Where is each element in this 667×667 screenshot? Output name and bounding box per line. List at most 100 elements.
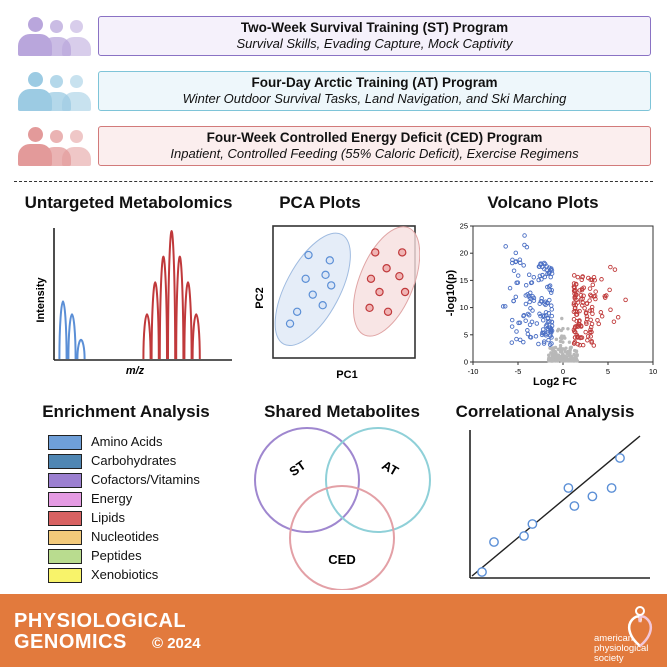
volcano-point-down — [549, 313, 555, 319]
volcano-point-down — [503, 244, 508, 249]
legend-label: Carbohydrates — [91, 453, 177, 468]
y-tick-label: 15 — [460, 276, 468, 285]
volcano-point-up — [607, 287, 612, 293]
volcano-point-ns — [560, 336, 564, 341]
spectrum-peak — [167, 229, 177, 360]
venn-circle — [289, 485, 395, 590]
society-line2: physiological — [594, 643, 649, 654]
metabolomics-chart: Intensity m/z — [35, 228, 232, 377]
volcano-point-down — [547, 342, 553, 347]
volcano-point-ns — [551, 355, 556, 359]
volcano-point-up — [592, 293, 598, 299]
program-box: Two-Week Survival Training (ST) Program S… — [98, 16, 651, 56]
pca-point — [301, 274, 310, 284]
x-tick-label: 10 — [649, 367, 657, 376]
volcano-point-up — [577, 288, 583, 293]
program-title: Two-Week Survival Training (ST) Program — [240, 20, 509, 35]
volcano-point-down — [543, 323, 549, 329]
volcano-point-down — [549, 303, 554, 308]
section-divider — [14, 181, 653, 182]
spectrum-peak — [175, 255, 185, 360]
volcano-point-up — [571, 273, 577, 278]
volcano-point-ns — [569, 356, 574, 360]
pca-chart: PC2 PC1 — [255, 225, 420, 381]
volcano-point-up — [612, 267, 618, 272]
volcano-point-down — [511, 298, 516, 304]
volcano-point-up — [575, 334, 580, 339]
volcano-point-up — [590, 311, 595, 317]
pca-point — [366, 274, 376, 284]
volcano-point-down — [546, 337, 551, 343]
spectrum-peak — [76, 338, 86, 360]
legend-swatch — [48, 530, 82, 545]
volcano-point-up — [588, 324, 594, 330]
y-tick-label: 10 — [460, 303, 468, 312]
volcano-point-up — [583, 329, 588, 335]
volcano-point-ns — [559, 328, 564, 333]
volcano-point-up — [585, 338, 590, 343]
pca-point — [383, 307, 393, 317]
enrichment-title: Enrichment Analysis — [42, 402, 210, 421]
volcano-point-up — [596, 321, 601, 327]
volcano-title: Volcano Plots — [487, 193, 599, 212]
people-icon — [14, 126, 96, 166]
volcano-point-up — [579, 287, 585, 293]
y-tick-label: 0 — [464, 358, 468, 367]
people-icon — [14, 71, 96, 111]
volcano-point-up — [578, 292, 584, 298]
volcano-point-up — [584, 321, 589, 327]
volcano-point-down — [517, 320, 523, 325]
volcano-point-ns — [561, 355, 565, 359]
copyright-year: © 2024 — [152, 635, 201, 652]
volcano-point-down — [502, 304, 508, 309]
volcano-point-down — [539, 296, 544, 301]
volcano-point-down — [538, 313, 543, 319]
journal-name-line2: GENOMICS — [14, 631, 127, 653]
volcano-point-up — [615, 315, 621, 320]
volcano-point-up — [578, 323, 584, 328]
volcano-point-down — [542, 274, 548, 280]
legend-label: Energy — [91, 491, 133, 506]
venn-circle — [254, 427, 360, 533]
volcano-point-down — [539, 277, 544, 282]
volcano-point-ns — [549, 359, 553, 363]
pca-point — [400, 287, 410, 297]
volcano-point-up — [576, 323, 582, 329]
volcano-point-down — [523, 283, 529, 288]
volcano-point-ns — [558, 346, 563, 350]
venn-circle — [325, 427, 431, 533]
correlation-point — [519, 531, 529, 541]
fit-line — [471, 435, 641, 577]
volcano-point-up — [589, 304, 595, 310]
volcano-point-down — [521, 263, 526, 268]
spectrum-peak — [191, 313, 201, 360]
volcano-point-ns — [553, 345, 558, 350]
volcano-point-ns — [560, 350, 564, 354]
volcano-point-up — [580, 300, 586, 305]
pca-point — [365, 303, 374, 313]
volcano-point-down — [537, 301, 542, 306]
volcano-point-up — [588, 327, 593, 333]
volcano-point-up — [608, 264, 613, 270]
volcano-point-down — [521, 312, 527, 318]
volcano-point-down — [540, 317, 546, 323]
society-line1: american — [594, 633, 634, 644]
program-box: Four-Week Controlled Energy Deficit (CED… — [98, 126, 651, 166]
volcano-point-down — [525, 311, 531, 317]
volcano-point-up — [585, 334, 591, 339]
program-title: Four-Day Arctic Training (AT) Program — [251, 75, 498, 90]
volcano-point-down — [543, 310, 549, 315]
people-icon — [14, 16, 96, 56]
legend-label: Peptides — [91, 548, 142, 563]
pca-point — [292, 307, 302, 317]
volcano-point-ns — [558, 356, 562, 361]
correlation-point — [563, 483, 574, 493]
volcano-point-up — [591, 343, 597, 348]
volcano-point-ns — [554, 350, 558, 355]
volcano-point-up — [590, 282, 596, 288]
journal-name-line1: PHYSIOLOGICAL — [14, 610, 187, 632]
volcano-point-up — [574, 318, 579, 324]
volcano-point-up — [587, 286, 593, 291]
pca-point — [382, 264, 391, 273]
volcano-point-up — [608, 307, 613, 312]
